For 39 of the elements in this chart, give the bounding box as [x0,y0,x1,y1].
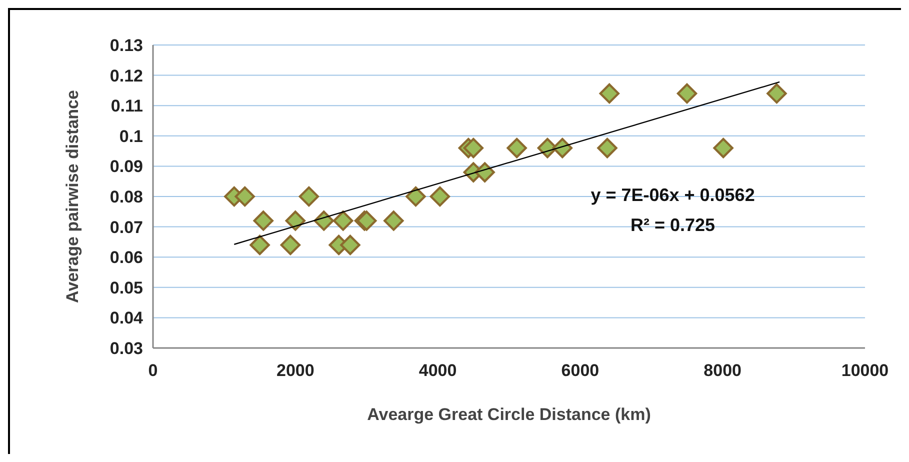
y-tick-label: 0.05 [110,278,143,298]
annotation: R² = 0.725 [630,215,716,236]
x-tick-label: 8000 [704,361,742,380]
x-tick-label: 6000 [561,361,600,380]
point [333,210,354,231]
point [766,83,787,104]
x-tick-label: 0 [148,361,158,380]
point [253,210,274,231]
x-tick-label: 10000 [841,361,889,380]
y-tick-label: 0.09 [110,157,143,176]
point [250,234,270,256]
annotation: y = 7E-06x + 0.0562 [590,185,755,206]
x-tick-label: 2000 [276,361,314,380]
y-tick-label: 0.08 [110,187,143,206]
point [463,138,484,158]
y-tick-label: 0.12 [110,66,143,86]
y-tick-label: 0.11 [110,96,143,116]
y-tick-label: 0.1 [119,126,143,146]
x-axis-title: Avearge Great Circle Distance (km) [367,405,651,424]
x-tick-label: 4000 [418,361,457,380]
y-tick-label: 0.13 [110,36,143,55]
point [406,186,426,207]
y-tick-label: 0.04 [110,308,144,328]
point [506,138,527,158]
point [285,210,306,231]
y-tick-label: 0.06 [110,248,143,268]
point [280,234,301,256]
point [384,210,404,231]
y-tick-label: 0.07 [110,218,143,237]
y-tick-label: 0.03 [110,338,143,358]
point [340,234,360,256]
point [234,186,255,207]
point [597,138,618,158]
point [676,83,698,104]
point [430,186,450,207]
point [713,138,734,158]
point [298,186,320,207]
y-axis-title: Average pairwise distance [63,90,82,303]
point [599,83,620,104]
